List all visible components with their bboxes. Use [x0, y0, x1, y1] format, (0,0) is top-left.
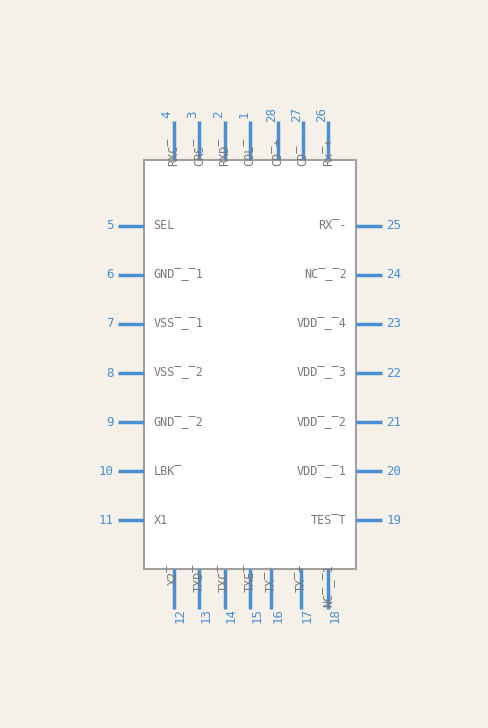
Text: 26: 26	[315, 107, 328, 122]
Text: 3: 3	[186, 111, 199, 118]
Text: X2̅: X2̅	[167, 563, 181, 585]
Text: 1: 1	[237, 111, 250, 118]
Text: 9: 9	[106, 416, 114, 429]
Text: GND̅_̅1: GND̅_̅1	[154, 269, 203, 281]
Text: 8: 8	[106, 366, 114, 379]
Text: 16: 16	[271, 608, 285, 623]
Text: TX̅-: TX̅-	[265, 563, 278, 593]
Text: 23: 23	[386, 317, 401, 331]
Text: 13: 13	[199, 608, 212, 623]
Text: TES̅T: TES̅T	[311, 514, 346, 527]
Text: LBK̅: LBK̅	[154, 464, 182, 478]
Text: 25: 25	[386, 219, 401, 232]
Text: 21: 21	[386, 416, 401, 429]
Text: 12: 12	[174, 608, 187, 623]
Text: 24: 24	[386, 269, 401, 281]
Text: 22: 22	[386, 366, 401, 379]
Text: VSS̅_̅2: VSS̅_̅2	[154, 366, 203, 379]
Text: 7: 7	[106, 317, 114, 331]
Text: 5: 5	[106, 219, 114, 232]
Text: TXC̅: TXC̅	[218, 563, 231, 593]
Text: 11: 11	[99, 514, 114, 527]
Text: 27: 27	[290, 107, 303, 122]
Text: 14: 14	[224, 608, 238, 623]
Text: VDD̅_̅2: VDD̅_̅2	[297, 416, 346, 429]
Text: TXE̅: TXE̅	[244, 563, 257, 593]
Text: Rx̅+: Rx̅+	[322, 138, 335, 166]
Text: TXD̅: TXD̅	[193, 563, 206, 593]
Text: 2: 2	[212, 111, 224, 118]
Text: VSS̅_̅1: VSS̅_̅1	[154, 317, 203, 331]
Text: CD̅+: CD̅+	[271, 138, 284, 166]
Text: 10: 10	[99, 464, 114, 478]
Text: RX̅-: RX̅-	[318, 219, 346, 232]
Text: 6: 6	[106, 269, 114, 281]
Text: VDD̅_̅1: VDD̅_̅1	[297, 464, 346, 478]
Bar	[144, 160, 356, 569]
Text: VDD̅_̅4: VDD̅_̅4	[297, 317, 346, 331]
Text: 19: 19	[386, 514, 401, 527]
Text: 15: 15	[250, 608, 263, 623]
Text: X1: X1	[154, 514, 168, 527]
Text: 18: 18	[328, 608, 342, 623]
Text: RXD̅: RXD̅	[218, 138, 231, 166]
Text: CD̅-: CD̅-	[297, 138, 309, 166]
Text: COL̅: COL̅	[244, 138, 257, 166]
Text: 17: 17	[301, 608, 314, 623]
Text: GND̅_̅2: GND̅_̅2	[154, 416, 203, 429]
Text: SEL: SEL	[154, 219, 175, 232]
Text: 28: 28	[264, 107, 278, 122]
Text: NC̅_̅2: NC̅_̅2	[304, 269, 346, 281]
Text: CRS̅: CRS̅	[193, 138, 206, 166]
Text: 4: 4	[161, 111, 174, 118]
Text: TX̅+: TX̅+	[294, 563, 307, 593]
Text: 20: 20	[386, 464, 401, 478]
Text: NC̅_̅1: NC̅_̅1	[322, 563, 335, 606]
Text: VDD̅_̅3: VDD̅_̅3	[297, 366, 346, 379]
Text: RXC̅: RXC̅	[167, 138, 181, 166]
